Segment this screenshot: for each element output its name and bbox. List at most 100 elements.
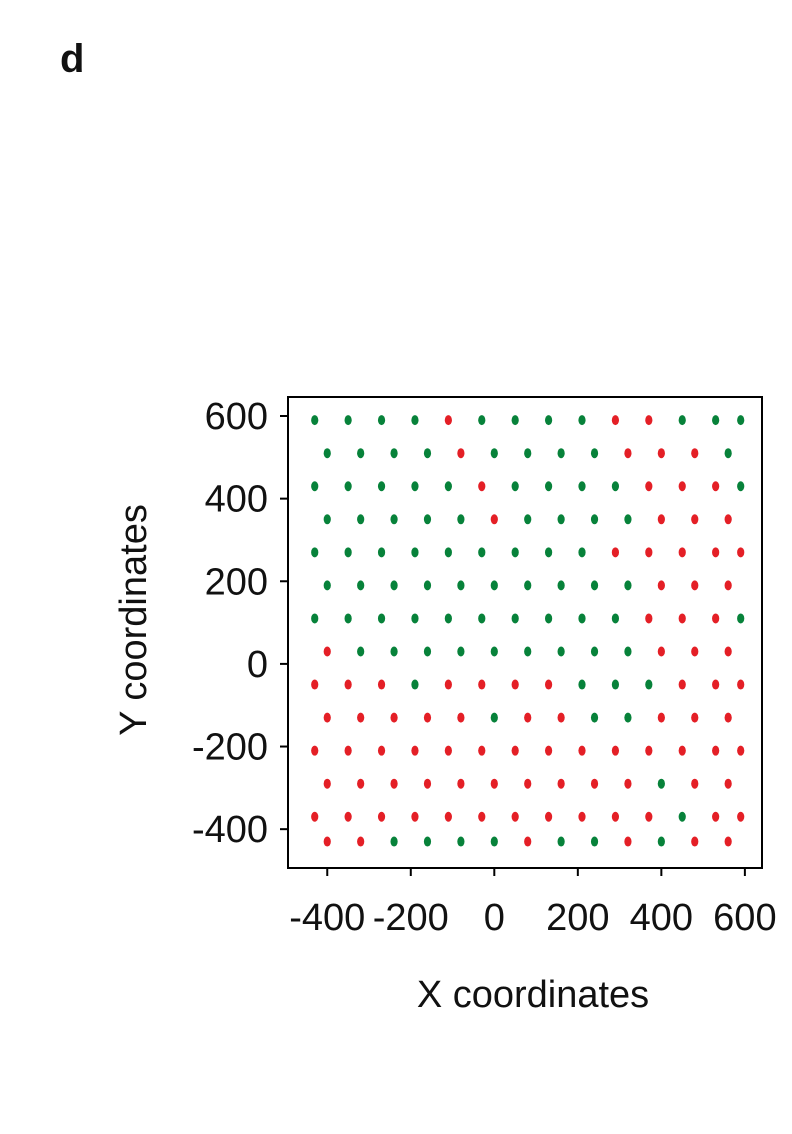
point xyxy=(423,778,432,789)
point xyxy=(357,778,365,789)
point xyxy=(390,712,398,723)
point xyxy=(323,778,331,789)
point xyxy=(478,547,486,558)
x-axis-label: X coordinates xyxy=(417,974,649,1016)
point xyxy=(411,547,419,558)
point xyxy=(478,745,486,756)
point xyxy=(377,811,386,822)
point xyxy=(323,836,331,847)
point xyxy=(478,679,486,690)
point xyxy=(524,836,532,847)
point xyxy=(311,613,319,624)
point xyxy=(691,646,699,657)
point xyxy=(390,580,398,591)
point xyxy=(678,745,686,756)
point xyxy=(411,415,419,426)
point xyxy=(712,745,720,756)
point xyxy=(557,836,565,847)
point xyxy=(524,448,532,459)
point xyxy=(377,679,386,690)
point xyxy=(557,778,565,789)
point xyxy=(724,646,732,657)
point xyxy=(645,811,653,822)
point xyxy=(737,745,745,756)
point xyxy=(323,448,331,459)
point xyxy=(490,712,498,723)
point xyxy=(377,481,386,492)
point xyxy=(511,811,519,822)
point xyxy=(737,613,745,624)
point xyxy=(423,448,432,459)
point xyxy=(578,415,586,426)
point xyxy=(657,836,665,847)
point xyxy=(357,712,365,723)
point xyxy=(544,745,553,756)
point xyxy=(578,811,586,822)
point xyxy=(411,811,419,822)
point xyxy=(411,481,419,492)
point xyxy=(390,646,398,657)
point xyxy=(590,778,599,789)
point xyxy=(624,580,632,591)
point xyxy=(544,679,553,690)
point xyxy=(645,679,653,690)
point xyxy=(390,836,398,847)
point xyxy=(390,514,398,525)
point xyxy=(524,580,532,591)
point xyxy=(490,580,498,591)
point xyxy=(344,679,352,690)
point xyxy=(724,514,732,525)
point xyxy=(323,514,331,525)
point xyxy=(377,547,386,558)
point xyxy=(423,514,432,525)
point xyxy=(311,811,319,822)
x-tick-label: -200 xyxy=(373,897,449,939)
point xyxy=(444,415,452,426)
point xyxy=(611,481,620,492)
point xyxy=(624,778,632,789)
point xyxy=(478,811,486,822)
point xyxy=(645,547,653,558)
point xyxy=(611,745,620,756)
point xyxy=(611,613,620,624)
point xyxy=(511,547,519,558)
point xyxy=(444,679,452,690)
point xyxy=(724,448,732,459)
point xyxy=(457,448,465,459)
point xyxy=(344,811,352,822)
point xyxy=(737,481,745,492)
point xyxy=(490,514,498,525)
point xyxy=(691,514,699,525)
point xyxy=(478,415,486,426)
point xyxy=(457,646,465,657)
point xyxy=(490,646,498,657)
point xyxy=(578,481,586,492)
point xyxy=(524,778,532,789)
point xyxy=(423,836,432,847)
point xyxy=(511,745,519,756)
point xyxy=(557,448,565,459)
point xyxy=(624,646,632,657)
point xyxy=(645,481,653,492)
point xyxy=(457,580,465,591)
point xyxy=(691,448,699,459)
point xyxy=(624,712,632,723)
point xyxy=(344,613,352,624)
point xyxy=(712,547,720,558)
point xyxy=(611,415,620,426)
point xyxy=(311,481,319,492)
point xyxy=(377,745,386,756)
point xyxy=(590,514,599,525)
panel-label: d xyxy=(60,37,84,81)
point xyxy=(344,745,352,756)
point xyxy=(657,448,665,459)
point xyxy=(724,778,732,789)
point xyxy=(624,514,632,525)
point xyxy=(645,745,653,756)
point xyxy=(511,415,519,426)
point xyxy=(557,514,565,525)
point xyxy=(578,613,586,624)
point xyxy=(657,514,665,525)
point xyxy=(578,679,586,690)
point xyxy=(611,547,620,558)
